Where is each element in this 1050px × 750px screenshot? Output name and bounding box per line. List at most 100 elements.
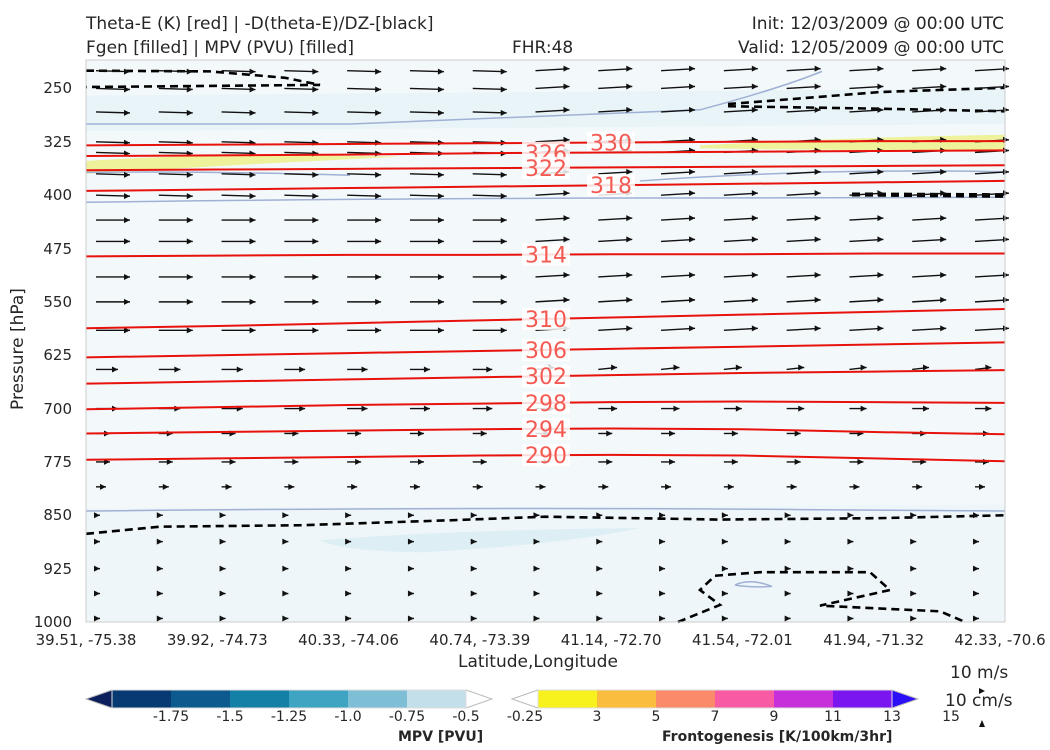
wind-vector (661, 83, 696, 90)
wind-vector (974, 364, 992, 371)
wind-vector (96, 483, 106, 490)
stability-dashed-contour (727, 86, 1006, 106)
colorbar-0-swatch (230, 690, 290, 708)
wind-vector (409, 458, 424, 465)
wind-vector (723, 458, 738, 465)
mpv-colorbar-tick: -1.75 (152, 709, 190, 725)
wind-vector (221, 171, 256, 178)
wind-vector (721, 538, 728, 545)
colorbar-0-extend-high (465, 689, 494, 709)
wind-vector (661, 106, 696, 113)
wind-vector (221, 298, 256, 305)
wind-vector (221, 86, 256, 93)
x-axis-label: Latitude,Longitude (458, 652, 618, 672)
wind-vector (786, 271, 821, 278)
mpv-colorbar-tick: -1.25 (270, 709, 308, 725)
wind-vector (470, 565, 477, 572)
wind-vector (347, 86, 382, 93)
theta-e-label-310: 310 (525, 308, 567, 333)
stability-dashed-contour (85, 513, 1006, 536)
wind-vector (221, 109, 256, 116)
y-tick-label: 700 (43, 399, 72, 418)
wind-vector (284, 483, 295, 490)
wind-vector (849, 271, 884, 278)
wind-vector (786, 65, 821, 72)
wind-vector (284, 193, 319, 200)
fgen-zone-left (86, 155, 400, 174)
y-tick-label: 550 (43, 292, 72, 311)
fgen-colorbar-label: Frontogenesis [K/100km/3hr] (662, 729, 893, 745)
wind-vector (221, 193, 256, 200)
wind-vector (282, 512, 289, 519)
wind-vector (156, 615, 163, 622)
wind-vector (156, 538, 163, 545)
wind-vector (533, 512, 540, 519)
wind-vector (472, 193, 507, 200)
mpv-colorbar-tick: -0.75 (388, 709, 426, 725)
wind-vector (282, 615, 289, 622)
contour-label-bg (587, 131, 635, 154)
wind-vector (723, 483, 734, 490)
wind-vector (596, 615, 603, 622)
wind-vector (723, 190, 758, 197)
wind-vector (723, 271, 758, 278)
mpv-colorbar-tick: -1.5 (216, 709, 244, 725)
wind-vector (849, 325, 884, 332)
wind-key-label-cms: 10 cm/s (945, 691, 1013, 711)
wind-vector (470, 538, 477, 545)
wind-vector (472, 327, 507, 334)
mpv-contour-line (85, 196, 1006, 204)
wind-vector (347, 458, 362, 465)
wind-vector (472, 430, 487, 437)
wind-vector (409, 430, 424, 437)
wind-vector (472, 238, 507, 245)
x-tick-label: 39.92, -74.73 (166, 631, 268, 649)
wind-vector (661, 296, 696, 303)
wind-vector (158, 273, 193, 280)
wind-vector (470, 615, 477, 622)
chart-title-left-line2: Fgen [filled] | MPV (PVU) [filled] (86, 38, 355, 58)
wind-vector (535, 190, 570, 197)
mpv-contour-line (639, 170, 1006, 182)
wind-vector (598, 106, 633, 113)
mpv-contour-line (85, 507, 1006, 512)
wind-vector (912, 483, 923, 490)
wind-vector (94, 590, 100, 597)
wind-vector (221, 273, 256, 280)
mpv-shade-patch (320, 528, 640, 553)
wind-vector (158, 68, 193, 75)
colorbar-0-swatch (348, 690, 408, 708)
theta-e-label-302: 302 (525, 365, 567, 390)
wind-vector (347, 171, 382, 178)
wind-vector (95, 109, 131, 116)
contour-label-bg (522, 307, 570, 330)
chart-title-left-line1: Theta-E (K) [red] | -D(theta-E)/DZ-[blac… (86, 14, 434, 34)
plot-frame (85, 59, 1006, 623)
wind-vector (472, 298, 507, 305)
wind-vector (221, 217, 256, 224)
fgen-colorbar-tick: 3 (592, 709, 602, 725)
wind-vector (158, 327, 193, 334)
wind-vector (284, 366, 306, 373)
wind-vector (284, 171, 319, 178)
wind-vector (910, 590, 917, 597)
wind-vector (912, 83, 947, 90)
wind-vector (723, 364, 742, 371)
wind-vector (661, 65, 696, 72)
forecast-hour: FHR:48 (512, 38, 574, 58)
wind-vector (849, 364, 867, 371)
colorbar-1-swatch (597, 690, 657, 708)
colorbar-1-swatch (833, 690, 893, 708)
wind-vector (533, 565, 540, 572)
wind-vector (598, 236, 633, 243)
theta-e-label-306: 306 (525, 339, 567, 364)
wind-vector (156, 590, 163, 597)
wind-vector (661, 190, 696, 197)
wind-vector (158, 298, 193, 305)
fgen-colorbar-tick: 9 (769, 709, 779, 725)
theta-e-label-294: 294 (525, 418, 567, 443)
wind-vector (661, 236, 696, 243)
wind-vector (409, 238, 444, 245)
x-tick-label: 41.14, -72.70 (560, 631, 662, 649)
wind-vector (347, 109, 382, 116)
